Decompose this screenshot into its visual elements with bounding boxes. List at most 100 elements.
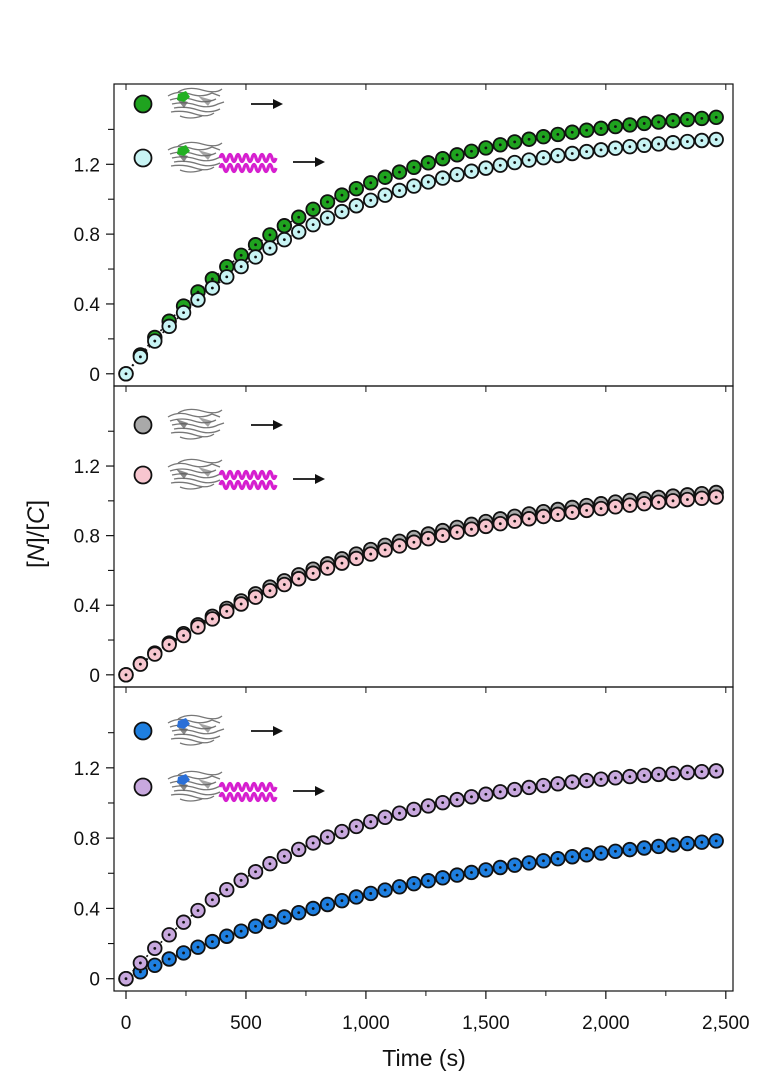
legend-marker [133, 465, 153, 485]
data-point-center [354, 557, 358, 560]
data-point-center [556, 857, 560, 861]
alpha-helix [218, 162, 278, 174]
sheet-shading [198, 96, 212, 106]
data-point-center [455, 873, 459, 877]
data-point-center [340, 561, 344, 565]
data-point-center [311, 223, 315, 227]
data-point-center [585, 779, 589, 782]
data-point-center [182, 951, 185, 955]
beta-strand [173, 789, 221, 796]
data-point-center [153, 946, 157, 950]
series [118, 484, 724, 683]
data-point-center [354, 895, 358, 899]
beta-strand [167, 462, 221, 468]
data-point-center [326, 903, 329, 906]
data-point-center [642, 502, 646, 506]
data-point-center [513, 788, 517, 791]
beta-strand [171, 422, 225, 429]
data-point-center [671, 843, 675, 847]
data-point-center [210, 940, 214, 943]
beta-strand [173, 427, 221, 434]
beta-strand [179, 169, 203, 173]
data-point-center [513, 140, 517, 144]
data-point-center [340, 830, 344, 833]
data-point-center [340, 193, 344, 197]
data-point-center [225, 265, 229, 269]
data-point-center [556, 154, 560, 157]
data-point-center [599, 777, 603, 781]
data-point-center [642, 122, 646, 125]
data-point-center [484, 792, 488, 796]
beta-strand [170, 481, 215, 488]
data-point-center [441, 176, 445, 180]
data-point-center [254, 870, 257, 874]
legend [133, 87, 325, 174]
data-point-center [714, 138, 718, 141]
data-point-center [484, 166, 488, 170]
data-point-center [585, 508, 589, 512]
data-point-center [426, 537, 430, 541]
data-point-center [513, 863, 517, 867]
helix-extension [218, 469, 278, 491]
data-point-center [700, 139, 704, 142]
data-point-center [441, 876, 445, 880]
data-point-center [182, 311, 185, 315]
data-point-center [527, 517, 531, 521]
data-point-center [498, 522, 502, 526]
data-point-center [182, 920, 185, 924]
beta-strand [167, 91, 221, 97]
data-point-center [484, 868, 488, 872]
data-point-center [398, 170, 401, 174]
y-tick-label: 0.8 [74, 527, 100, 548]
data-point-center [686, 842, 689, 845]
sheet-shading [198, 417, 212, 427]
legend-marker [133, 148, 153, 168]
data-point-center [124, 372, 128, 376]
beta-strand [179, 486, 203, 490]
sheet-shading [198, 150, 212, 160]
beta-strand [167, 412, 221, 418]
x-tick-label: 500 [230, 1013, 262, 1034]
data-point-center [686, 771, 689, 774]
fit-curve [125, 839, 722, 980]
data-point-center [239, 253, 243, 257]
data-point-center [138, 970, 142, 974]
data-point-center [412, 184, 416, 188]
series [118, 763, 724, 987]
panels: 0 0.4 0.8 1.2 0 0.4 0.8 1.2 0 0.4 0.8 1.2 [74, 83, 734, 992]
data-point-center [542, 135, 545, 139]
data-point-center [383, 175, 387, 179]
data-point-center [326, 200, 329, 204]
data-point-center [628, 123, 632, 127]
beta-strand [170, 737, 215, 744]
data-point-center [383, 193, 387, 197]
data-point-center [167, 933, 171, 937]
beta-strand [171, 728, 225, 735]
data-point-center [614, 146, 617, 150]
data-point-center [210, 277, 214, 281]
y-axis-label: [N]/[C] [23, 500, 50, 568]
legend-arrow-head [273, 99, 283, 109]
series [118, 131, 724, 382]
sheet-shading [198, 779, 212, 789]
beta-strand [173, 160, 221, 167]
data-point-center [455, 798, 459, 802]
data-point-center [297, 230, 301, 234]
data-point-center [153, 339, 157, 343]
data-point-center [196, 909, 200, 912]
beta-strand [177, 770, 223, 776]
data-point-center [311, 907, 315, 910]
alpha-helix [218, 781, 278, 793]
data-point-center [498, 163, 502, 167]
series [118, 489, 724, 683]
data-point-center [326, 566, 329, 570]
beta-strand [179, 115, 203, 119]
data-point-center [642, 774, 646, 777]
x-tick-label: 1,500 [462, 1013, 510, 1034]
data-point-center [196, 298, 200, 302]
data-point-center [354, 187, 358, 191]
fit-curve [125, 491, 722, 676]
beta-strand [167, 774, 221, 780]
alpha-helix [218, 791, 278, 803]
